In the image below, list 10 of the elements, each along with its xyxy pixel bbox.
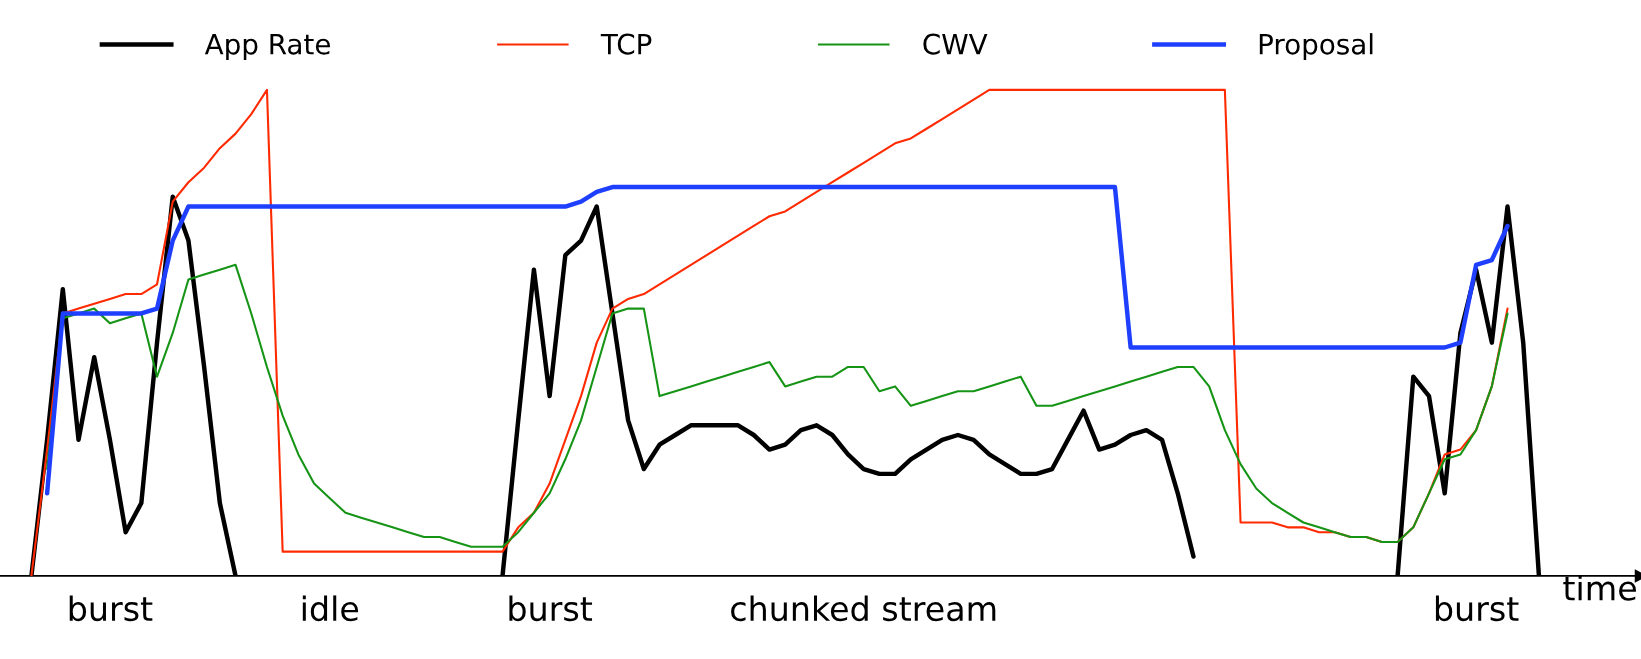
legend-label: CWV	[923, 33, 988, 55]
legend-label: App Rate	[204, 33, 330, 61]
x-tick-label: burst	[69, 595, 153, 622]
legend-label: Proposal	[1259, 33, 1373, 61]
x-tick-label: burst	[509, 595, 593, 622]
legend-label: TCP	[600, 33, 652, 55]
x-tick-label: idle	[302, 595, 359, 622]
x-tick-label: chunked stream	[731, 595, 996, 622]
x-axis-title: time	[1563, 574, 1636, 601]
x-tick-label: burst	[1435, 595, 1519, 622]
